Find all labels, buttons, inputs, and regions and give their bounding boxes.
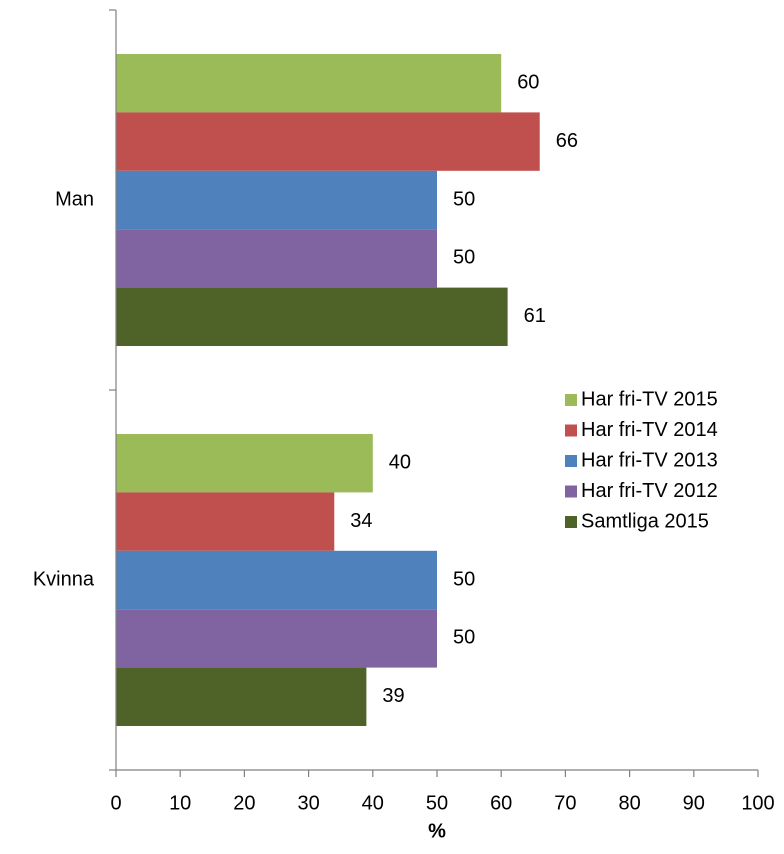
data-label: 50 [453, 188, 475, 210]
data-label: 39 [382, 685, 404, 707]
data-label: 34 [350, 510, 372, 532]
y-tick-label: Man [55, 188, 94, 210]
legend-swatch [565, 485, 577, 498]
legend-swatch [565, 516, 577, 528]
x-tick-label: 0 [110, 792, 121, 814]
legend-label: Har fri-TV 2013 [581, 449, 718, 471]
x-tick-label: 60 [490, 792, 512, 814]
bar [116, 550, 437, 610]
y-tick-label: Kvinna [33, 568, 95, 590]
bar [116, 170, 437, 230]
data-label: 60 [517, 71, 539, 93]
data-label: 50 [453, 247, 475, 269]
x-axis-label: % [428, 820, 446, 842]
x-tick-label: 90 [683, 792, 705, 814]
x-tick-label: 10 [169, 792, 191, 814]
x-tick-label: 50 [426, 792, 448, 814]
legend-swatch [565, 455, 577, 467]
bar [116, 54, 502, 113]
legend-swatch [565, 424, 577, 437]
bar [116, 112, 540, 171]
bar [116, 667, 367, 726]
data-label: 40 [389, 451, 411, 473]
legend-swatch [565, 394, 577, 406]
data-label: 66 [556, 130, 578, 152]
legend-label: Har fri-TV 2012 [581, 480, 718, 502]
data-label: 50 [453, 627, 475, 649]
bar [116, 492, 335, 551]
x-tick-label: 70 [554, 792, 576, 814]
x-tick-label: 30 [297, 792, 319, 814]
x-tick-label: 80 [618, 792, 640, 814]
x-tick-label: 100 [741, 792, 774, 814]
bar [116, 434, 373, 493]
legend-label: Har fri-TV 2014 [581, 419, 718, 441]
x-tick-label: 20 [233, 792, 255, 814]
x-tick-label: 40 [362, 792, 384, 814]
bar [116, 609, 437, 668]
bar [116, 287, 508, 346]
legend-label: Samtliga 2015 [581, 510, 709, 532]
legend-label: Har fri-TV 2015 [581, 388, 718, 410]
data-label: 50 [453, 568, 475, 590]
data-label: 61 [524, 305, 546, 327]
bar [116, 229, 437, 288]
